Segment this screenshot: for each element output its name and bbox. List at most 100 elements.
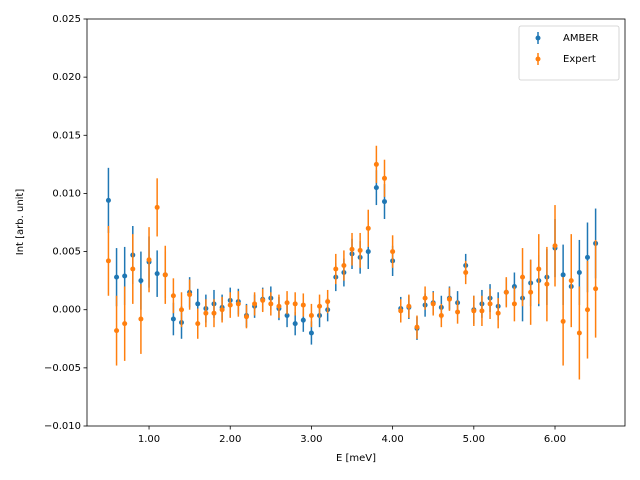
data-point — [422, 295, 428, 301]
data-point — [284, 300, 290, 306]
data-point — [552, 243, 558, 249]
data-point — [114, 274, 120, 280]
data-point — [219, 307, 225, 313]
data-point — [130, 266, 136, 272]
data-point — [455, 309, 461, 315]
data-point — [373, 161, 379, 167]
data-point — [584, 254, 590, 260]
data-point — [170, 316, 176, 322]
data-point — [114, 328, 120, 334]
x-tick-label: 2.00 — [219, 434, 241, 445]
data-point — [593, 286, 599, 292]
data-point — [203, 310, 209, 316]
y-tick-label: 0.025 — [52, 14, 81, 25]
data-point — [576, 330, 582, 336]
data-point — [300, 302, 306, 308]
data-point — [528, 289, 534, 295]
legend: AMBER Expert — [518, 25, 620, 81]
x-axis-label: E [meV] — [336, 453, 376, 464]
data-point — [381, 175, 387, 181]
x-tick-label: 3.00 — [300, 434, 322, 445]
data-point — [406, 303, 412, 309]
data-point — [560, 318, 566, 324]
data-point — [154, 204, 160, 210]
data-point — [211, 310, 217, 316]
data-point — [536, 266, 542, 272]
data-point — [122, 321, 128, 327]
data-point — [195, 321, 201, 327]
data-point — [308, 330, 314, 336]
data-point — [138, 278, 144, 284]
data-point — [300, 317, 306, 323]
data-point — [495, 310, 501, 316]
data-point — [446, 296, 452, 302]
x-tick-label: 5.00 — [463, 434, 485, 445]
y-tick-label: −0.010 — [44, 421, 81, 432]
data-point — [146, 257, 152, 263]
data-point — [544, 281, 550, 287]
data-point — [390, 249, 396, 255]
data-point — [584, 307, 590, 313]
data-point — [154, 271, 160, 277]
data-point — [568, 278, 574, 284]
legend-box — [518, 25, 620, 81]
data-point — [365, 225, 371, 231]
data-point — [398, 308, 404, 314]
data-point — [463, 270, 469, 276]
data-point — [243, 314, 249, 320]
data-point — [105, 197, 111, 203]
data-point — [576, 270, 582, 276]
data-point — [479, 308, 485, 314]
plot-area — [105, 145, 599, 380]
axes-frame — [86, 18, 626, 427]
data-point — [227, 302, 233, 308]
data-point — [333, 266, 339, 272]
data-point — [105, 258, 111, 264]
data-point — [292, 321, 298, 327]
data-point — [381, 199, 387, 205]
data-point — [357, 247, 363, 253]
data-point — [560, 272, 566, 278]
data-point — [122, 273, 128, 279]
data-point — [162, 272, 168, 278]
y-tick-label: 0.010 — [52, 188, 81, 199]
data-point — [179, 307, 185, 313]
x-tick-label: 6.00 — [544, 434, 566, 445]
data-point — [138, 316, 144, 322]
y-tick-label: 0.000 — [52, 305, 81, 316]
data-point — [471, 308, 477, 314]
data-point — [284, 313, 290, 319]
data-point — [187, 292, 193, 298]
x-tick-label: 1.00 — [138, 434, 160, 445]
data-point — [325, 299, 331, 305]
legend-label: Expert — [563, 54, 596, 65]
data-point — [341, 263, 347, 269]
data-point — [511, 301, 517, 307]
data-point — [235, 301, 241, 307]
data-point — [365, 249, 371, 255]
y-tick-label: 0.015 — [52, 130, 81, 141]
y-tick-label: 0.005 — [52, 247, 81, 258]
y-tick-label: 0.020 — [52, 72, 81, 83]
x-tick-label: 4.00 — [381, 434, 403, 445]
y-axis-label: Int [arb. unit] — [15, 189, 26, 256]
data-point — [414, 324, 420, 330]
y-tick-label: −0.005 — [44, 363, 81, 374]
data-point — [373, 185, 379, 191]
data-point — [487, 301, 493, 307]
data-point — [252, 301, 258, 307]
data-point — [349, 246, 355, 252]
data-point — [268, 301, 274, 307]
data-point — [276, 303, 282, 309]
data-point — [170, 293, 176, 299]
data-point — [317, 303, 323, 309]
data-point — [503, 289, 509, 295]
data-point — [195, 301, 201, 307]
legend-marker — [535, 56, 541, 62]
legend-marker — [535, 35, 541, 41]
data-point — [260, 297, 266, 303]
data-point — [430, 301, 436, 307]
data-point — [438, 313, 444, 319]
data-point — [520, 274, 526, 280]
